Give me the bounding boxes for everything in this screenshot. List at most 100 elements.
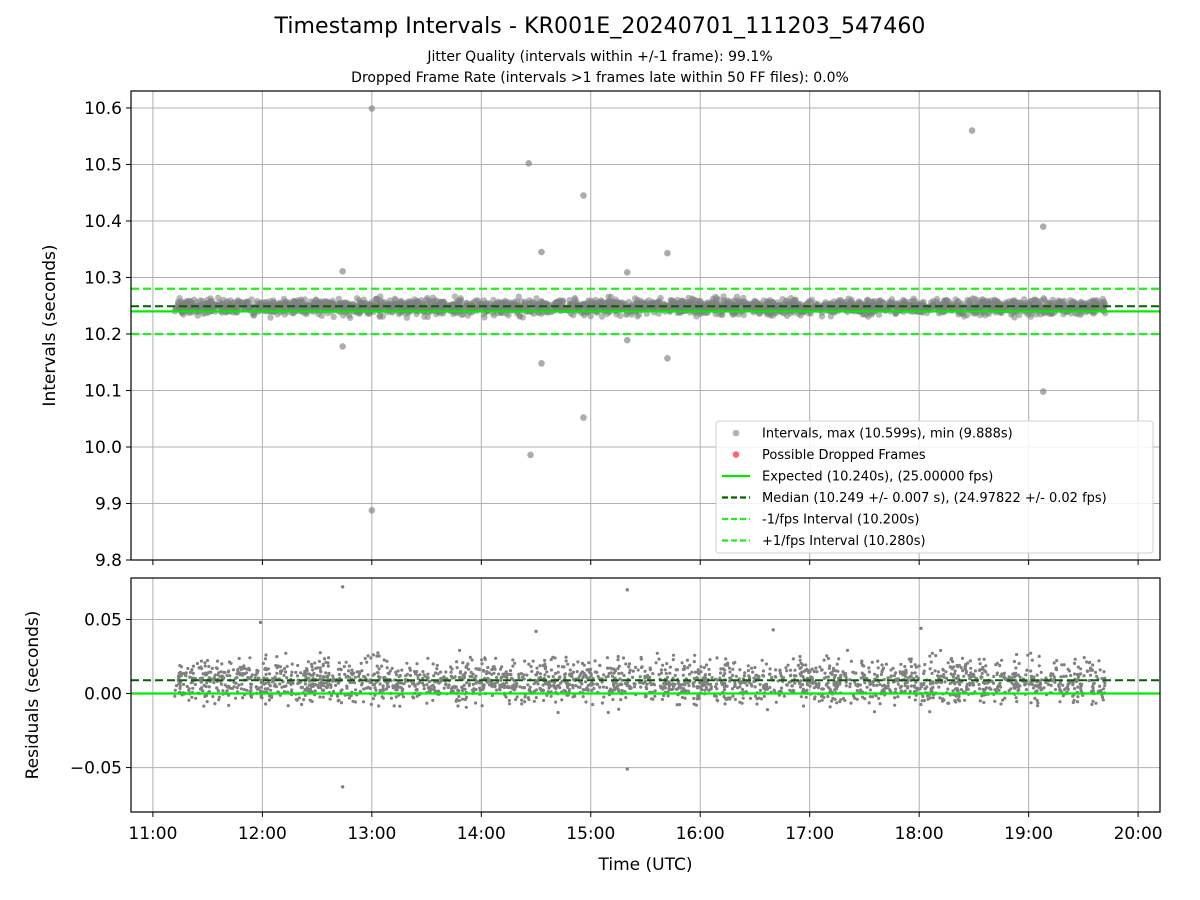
- residual-point: [549, 694, 553, 698]
- residual-point: [462, 683, 466, 687]
- residual-point: [910, 671, 914, 675]
- residual-point: [295, 674, 300, 678]
- residual-point: [779, 686, 784, 690]
- residual-point: [638, 675, 642, 679]
- residual-point: [837, 657, 841, 661]
- interval-point: [471, 304, 478, 311]
- residual-point: [543, 658, 547, 663]
- residual-point: [862, 664, 866, 668]
- residual-point: [636, 668, 640, 672]
- residual-point: [931, 696, 935, 700]
- residual-point: [212, 681, 216, 685]
- residual-point: [362, 675, 367, 679]
- residual-point: [1062, 674, 1066, 679]
- residual-point: [205, 658, 210, 663]
- residual-point: [522, 673, 526, 677]
- residual-point: [246, 675, 250, 680]
- residual-point: [278, 682, 282, 686]
- residual-point: [703, 688, 707, 692]
- residual-point: [909, 674, 913, 678]
- residual-point: [1103, 684, 1107, 688]
- legend-label: -1/fps Interval (10.200s): [762, 513, 919, 528]
- interval-outlier-point: [580, 192, 587, 199]
- residual-point: [474, 701, 478, 705]
- residual-point: [789, 673, 793, 677]
- residual-point: [1057, 684, 1061, 688]
- residual-point: [201, 689, 205, 693]
- residual-point: [1029, 669, 1033, 673]
- residual-point: [398, 673, 402, 678]
- residual-point: [1058, 700, 1062, 704]
- residual-point: [450, 676, 454, 680]
- residual-point: [1069, 673, 1073, 678]
- residual-point: [822, 658, 826, 662]
- residual-point: [249, 685, 253, 690]
- top-y-tick-label: 10.1: [84, 381, 122, 401]
- residual-point: [368, 686, 372, 691]
- residual-point: [738, 668, 742, 672]
- residual-point: [826, 685, 830, 689]
- residual-point: [325, 684, 330, 688]
- residual-point: [538, 672, 543, 676]
- residual-point: [495, 675, 499, 680]
- residual-point: [814, 666, 818, 670]
- residual-point: [681, 673, 685, 677]
- residual-point: [1059, 689, 1063, 693]
- residual-point: [366, 654, 370, 658]
- residual-point: [723, 681, 727, 686]
- residual-point: [668, 665, 673, 669]
- residual-point: [888, 689, 892, 693]
- residual-point: [1091, 699, 1095, 703]
- residual-point: [727, 666, 732, 670]
- residual-point: [345, 684, 349, 688]
- residual-point: [697, 694, 701, 698]
- residual-point: [728, 679, 732, 683]
- residual-point: [422, 683, 426, 688]
- residual-point: [1037, 654, 1041, 659]
- residual-point: [1002, 673, 1006, 677]
- residual-point: [431, 698, 435, 703]
- residual-point: [576, 660, 580, 664]
- residual-point: [663, 668, 667, 672]
- residual-point: [733, 660, 737, 665]
- residual-point: [543, 681, 547, 685]
- top-y-tick-label: 10.6: [84, 99, 122, 119]
- residual-point: [679, 686, 683, 690]
- residual-point: [760, 658, 764, 662]
- residual-point: [998, 674, 1003, 678]
- residual-point: [385, 666, 389, 670]
- residual-point: [731, 673, 735, 678]
- residual-point: [225, 673, 229, 678]
- residual-point: [802, 669, 807, 673]
- residual-point: [1082, 674, 1086, 678]
- residual-point: [300, 702, 304, 707]
- residual-point: [1059, 675, 1063, 679]
- residual-point: [544, 665, 548, 669]
- residual-point: [875, 683, 879, 688]
- residual-point: [571, 695, 575, 699]
- residual-point: [930, 671, 934, 676]
- top-y-tick-label: 9.8: [95, 551, 122, 571]
- residual-point: [464, 665, 468, 669]
- interval-point: [712, 299, 719, 307]
- residual-point: [611, 688, 616, 692]
- residual-point: [511, 658, 515, 662]
- residual-point: [826, 675, 831, 679]
- residual-point: [676, 687, 680, 691]
- residual-point: [377, 667, 381, 671]
- residual-point: [761, 674, 766, 678]
- interval-point: [792, 296, 799, 303]
- residual-point: [704, 686, 709, 690]
- residual-point: [504, 670, 508, 674]
- residual-point: [318, 666, 322, 670]
- residual-point: [551, 675, 555, 679]
- residual-point: [467, 682, 471, 686]
- residual-point: [643, 674, 647, 679]
- residual-point: [389, 696, 393, 700]
- residual-point: [275, 655, 279, 659]
- residual-point: [294, 697, 298, 702]
- residual-point: [450, 667, 454, 671]
- chart-subtitle-dropped: Dropped Frame Rate (intervals >1 frames …: [351, 70, 849, 86]
- residual-point: [359, 661, 363, 666]
- residual-point: [466, 662, 470, 666]
